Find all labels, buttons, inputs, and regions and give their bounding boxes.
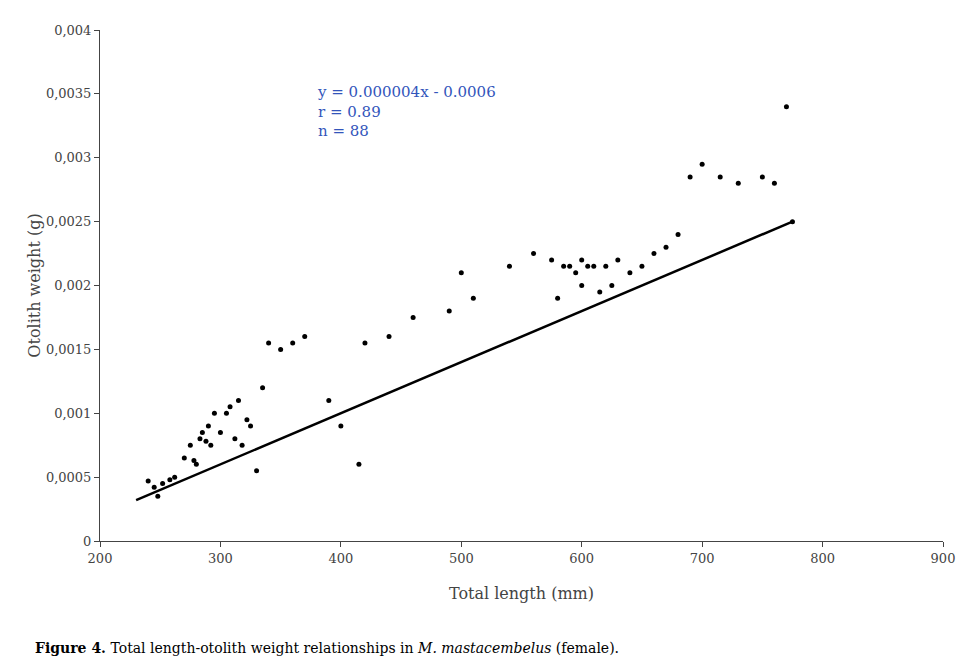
svg-text:300: 300	[208, 551, 233, 566]
svg-text:0,004: 0,004	[54, 23, 91, 38]
svg-text:600: 600	[569, 551, 594, 566]
svg-text:0,003: 0,003	[54, 150, 91, 165]
svg-text:Figure 4. Total length-otolith: Figure 4. Total length-otolith weight re…	[35, 640, 619, 656]
svg-text:800: 800	[810, 551, 835, 566]
svg-text:0,002: 0,002	[54, 278, 91, 293]
svg-text:700: 700	[690, 551, 715, 566]
svg-text:500: 500	[449, 551, 474, 566]
svg-text:0,0025: 0,0025	[46, 214, 92, 229]
svg-text:y = 0.000004x - 0.0006r = 0.89: y = 0.000004x - 0.0006r = 0.89n = 88	[317, 83, 496, 140]
svg-text:900: 900	[931, 551, 956, 566]
svg-text:Otolith weight (g): Otolith weight (g)	[25, 213, 44, 357]
svg-text:0,0005: 0,0005	[46, 470, 92, 485]
svg-text:200: 200	[88, 551, 113, 566]
svg-text:0,001: 0,001	[54, 406, 91, 421]
svg-text:0,0015: 0,0015	[46, 342, 92, 357]
svg-text:0,0035: 0,0035	[46, 86, 92, 101]
svg-text:Total length (mm): Total length (mm)	[449, 584, 594, 603]
svg-text:0: 0	[83, 534, 91, 549]
svg-text:400: 400	[328, 551, 353, 566]
